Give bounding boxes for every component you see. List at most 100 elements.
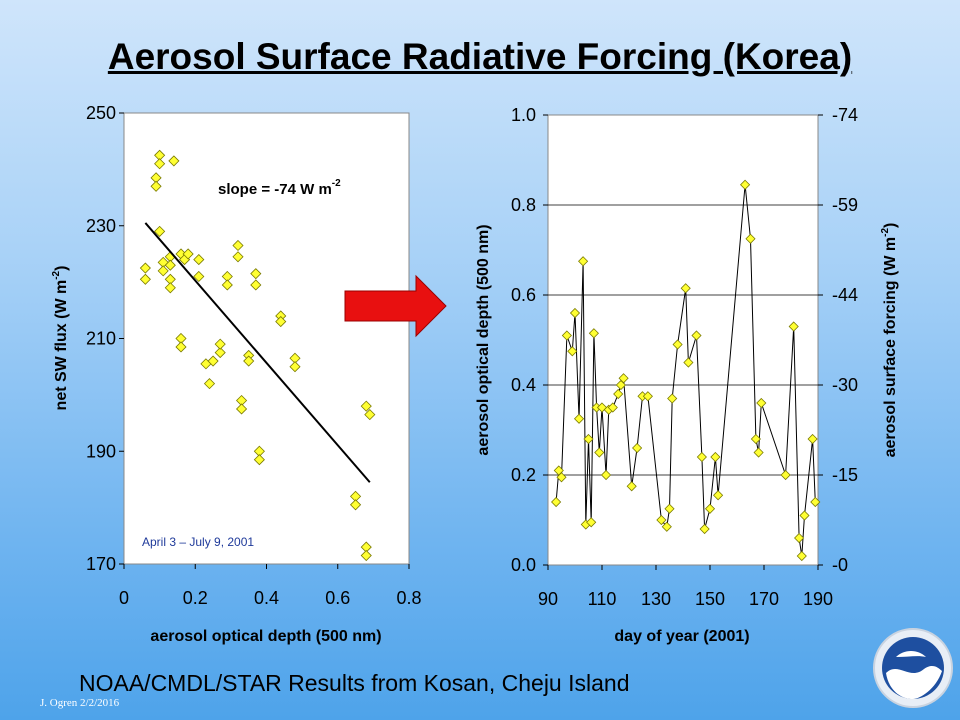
date-range-note: April 3 – July 9, 2001	[142, 535, 254, 549]
y2-tick-label: -44	[832, 285, 858, 305]
series-point	[551, 496, 562, 508]
scatter-point	[250, 268, 262, 280]
y-tick-label: 0.2	[511, 465, 536, 485]
x-tick-label: 0.8	[396, 588, 421, 608]
author-credit: J. Ogren 2/2/2016	[40, 697, 120, 709]
y2label-end: )	[882, 223, 899, 228]
series-point	[664, 503, 675, 514]
x-tick-label: 0.6	[325, 588, 350, 608]
series-point	[810, 496, 821, 508]
scatter-ylabel: net SW flux (W m-2)	[51, 266, 70, 411]
series-point	[788, 321, 799, 332]
scatter-xlabel: aerosol optical depth (500 nm)	[150, 628, 381, 645]
y-tick-label: 0.8	[511, 195, 536, 215]
y2-tick-label: -15	[832, 465, 858, 485]
scatter-point	[289, 361, 301, 373]
x-tick-label: 0	[119, 588, 129, 608]
scatter-ylabel-text: net SW flux (W m	[53, 280, 70, 411]
scatter-point	[182, 248, 194, 260]
y2label-text: aerosol surface forcing (W m	[882, 237, 899, 458]
series-point	[600, 469, 612, 481]
scatter-point	[193, 270, 205, 283]
series-point	[567, 346, 578, 357]
y-tick-label: 170	[86, 554, 116, 574]
page-title: Aerosol Surface Radiative Forcing (Korea…	[107, 36, 853, 77]
series-point	[807, 433, 818, 445]
scatter-point	[232, 251, 244, 263]
series-point	[699, 523, 710, 535]
series-point	[691, 330, 702, 341]
scatter-point	[139, 273, 151, 285]
scatter-point	[150, 180, 162, 192]
series-point	[656, 514, 667, 526]
scatter-plot-area	[123, 112, 410, 565]
scatter-point	[214, 347, 226, 359]
series-point	[704, 503, 716, 514]
scatter-point	[164, 282, 176, 294]
x-tick-label: 130	[641, 589, 671, 609]
x-tick-label: 90	[538, 589, 558, 609]
series-point	[794, 532, 805, 544]
scatter-point	[175, 341, 187, 353]
y-tick-label: 250	[86, 103, 116, 123]
series-point	[618, 373, 629, 384]
red-arrow-icon	[344, 274, 447, 338]
scatter-chart: 0 0.2 0.4 0.6 0.8 170 190 210 230 250 slope = -74…	[51, 103, 422, 645]
y2-tick-label: -0	[832, 555, 848, 575]
series-point	[626, 481, 637, 492]
scatter-point	[349, 499, 362, 511]
y2-tick-label: -74	[832, 105, 858, 125]
series-point	[632, 442, 643, 454]
aod-series-points	[551, 179, 821, 562]
scatter-point	[275, 316, 287, 328]
time-series-ylabel: aerosol optical depth (500 nm)	[475, 224, 492, 455]
y2-tick-label: -30	[832, 375, 858, 395]
y2-tick-label: -59	[832, 195, 858, 215]
x-tick-label: 170	[749, 589, 779, 609]
slope-annotation: slope = -74 W m-2	[218, 178, 341, 198]
y-tick-label: 190	[86, 441, 116, 461]
series-point	[756, 397, 767, 409]
series-point	[710, 451, 721, 463]
scatter-point	[253, 454, 265, 466]
scatter-point	[154, 225, 166, 237]
scatter-point	[164, 259, 176, 271]
series-point	[569, 307, 581, 319]
series-point	[661, 521, 672, 532]
scatter-point	[207, 355, 219, 367]
y2label-sup: -2	[880, 228, 891, 237]
scatter-point	[193, 254, 205, 266]
series-point	[683, 357, 694, 368]
y-tick-label: 1.0	[511, 105, 536, 125]
series-point	[578, 256, 589, 267]
scatter-point	[139, 262, 151, 274]
scatter-ylabel-end: )	[53, 266, 70, 271]
series-point	[642, 391, 653, 402]
series-point	[588, 328, 599, 339]
time-series-y2label: aerosol surface forcing (W m-2)	[880, 223, 899, 458]
series-point	[607, 402, 618, 413]
scatter-points	[139, 149, 376, 562]
scatter-point	[250, 279, 262, 291]
slope-text: slope = -74 W m	[218, 181, 332, 198]
time-series-chart: 90 110 130 150 170 190 0.0 -0 0.2 -15 0.4 -30 0.6 -44…	[475, 105, 899, 645]
scatter-point	[243, 355, 255, 367]
series-point	[573, 413, 585, 424]
time-series-plot-area	[547, 114, 819, 566]
scatter-point	[364, 409, 376, 421]
scatter-point	[221, 279, 233, 291]
slope-sup: -2	[332, 178, 341, 189]
series-point	[556, 472, 567, 483]
series-point	[672, 339, 683, 350]
series-point	[753, 447, 764, 458]
x-tick-label: 190	[803, 589, 833, 609]
scatter-point	[360, 549, 372, 562]
scatter-point	[235, 403, 248, 415]
y-tick-label: 0.0	[511, 555, 536, 575]
scatter-point	[168, 155, 180, 167]
x-tick-label: 110	[588, 589, 617, 609]
series-point	[780, 469, 791, 481]
scatter-ticks: 0 0.2 0.4 0.6 0.8 170 190 210 230 250	[86, 103, 422, 608]
scatter-point	[154, 158, 166, 170]
